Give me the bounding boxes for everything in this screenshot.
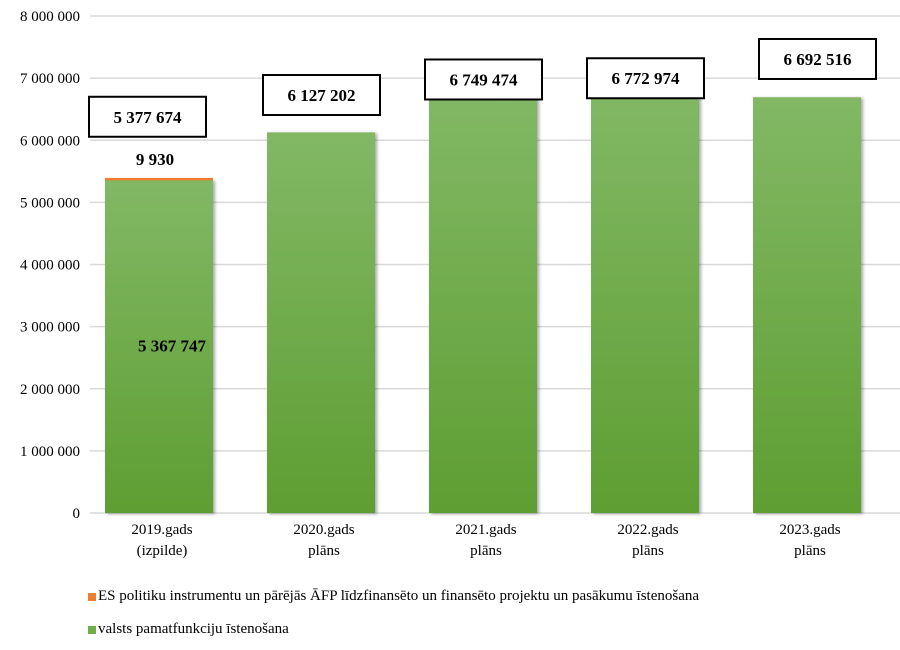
x-tick-label: (izpilde)	[137, 543, 188, 559]
total-label: 6 692 516	[784, 50, 852, 69]
bar-valsts-pamatfunkciju	[105, 179, 213, 513]
y-tick-label: 5 000 000	[20, 195, 80, 211]
bar-valsts-pamatfunkciju	[591, 92, 699, 513]
legend-label: ES politiku instrumentu un pārējās ĀFP l…	[98, 588, 700, 604]
y-tick-label: 2 000 000	[20, 382, 80, 398]
total-label-box	[88, 95, 207, 138]
x-tick-label: 2019.gads	[131, 522, 192, 538]
legend-item-es-projects: ES politiku instrumentu un pārējās ĀFP l…	[88, 588, 699, 605]
segment-label-valsts-pamatfunkciju: 5 367 747	[138, 336, 207, 355]
y-tick-label: 7 000 000	[20, 71, 80, 87]
bar-valsts-pamatfunkciju	[267, 132, 375, 513]
y-tick-label: 1 000 000	[20, 444, 80, 460]
total-label-box	[586, 57, 705, 100]
bar-valsts-pamatfunkciju	[429, 93, 537, 513]
segment-label-es-projekti: 9 930	[136, 150, 174, 169]
total-label: 6 749 474	[450, 70, 519, 89]
legend-label: valsts pamatfunkciju īstenošana	[98, 621, 289, 637]
bar-es-projekti	[105, 177, 213, 181]
x-tick-label: 2022.gads	[617, 522, 678, 538]
total-label-box	[424, 58, 543, 101]
total-label-box	[262, 74, 381, 117]
legend-swatch-green	[88, 625, 96, 634]
total-label: 6 772 974	[612, 69, 681, 88]
legend-item-state-functions: valsts pamatfunkciju īstenošana	[88, 621, 289, 638]
total-label-box	[758, 37, 877, 80]
x-tick-label: plāns	[470, 543, 502, 559]
x-tick-label: plāns	[308, 543, 340, 559]
x-tick-label: 2021.gads	[455, 522, 516, 538]
y-tick-label: 3 000 000	[20, 320, 80, 336]
y-tick-label: 4 000 000	[20, 258, 80, 274]
x-tick-label: plāns	[794, 543, 826, 559]
x-tick-label: 2023.gads	[779, 522, 840, 538]
total-label: 6 127 202	[288, 86, 356, 105]
y-tick-label: 0	[73, 506, 81, 522]
total-label: 5 377 674	[114, 108, 183, 127]
y-tick-label: 6 000 000	[20, 133, 80, 149]
y-tick-label: 8 000 000	[20, 9, 80, 25]
x-tick-label: 2020.gads	[293, 522, 354, 538]
bar-valsts-pamatfunkciju	[753, 97, 861, 513]
x-tick-label: plāns	[632, 543, 664, 559]
legend-swatch-orange	[88, 592, 96, 601]
